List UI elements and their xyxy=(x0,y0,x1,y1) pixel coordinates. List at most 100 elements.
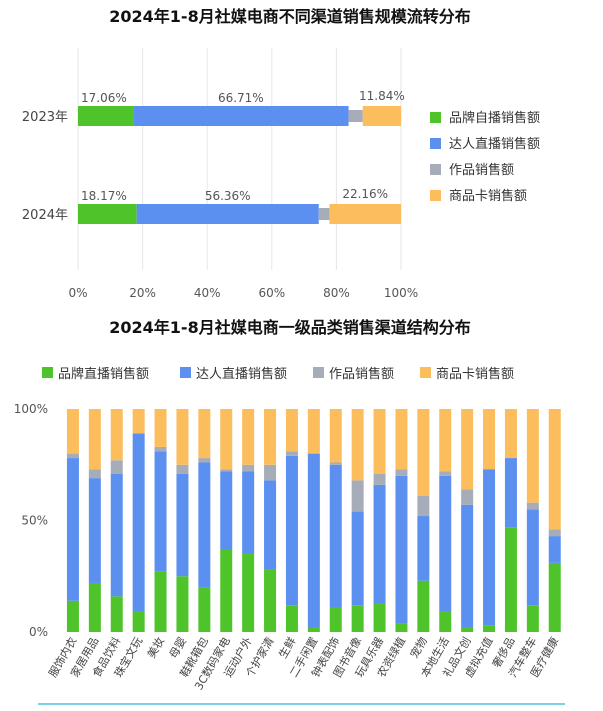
chart1-data-label: 56.36% xyxy=(205,189,251,203)
chart1-legend-swatch xyxy=(430,190,441,201)
chart1-legend-label: 达人直播销售额 xyxy=(449,136,540,152)
chart1-bar-segment xyxy=(329,204,401,224)
chart2-bar-segment xyxy=(483,469,496,626)
chart2-y-tick: 0% xyxy=(29,625,48,639)
chart2-legend-swatch xyxy=(180,367,191,378)
chart2-bar-segment xyxy=(176,409,189,465)
chart2-title: 2024年1-8月社媒电商一级品类销售渠道结构分布 xyxy=(109,318,470,337)
chart2-bar-segment xyxy=(548,409,561,530)
chart1-data-label: 11.84% xyxy=(359,89,405,103)
chart2-y-tick: 50% xyxy=(21,514,48,528)
chart1-x-tick: 100% xyxy=(384,286,418,300)
chart2-bar-segment xyxy=(176,473,189,577)
chart2-bar-segment xyxy=(88,409,101,470)
chart2-bar-segment xyxy=(220,471,233,550)
chart2-bar-segment xyxy=(373,409,386,474)
chart1-data-label: 66.71% xyxy=(218,91,264,105)
chart1-legend-swatch xyxy=(430,164,441,175)
chart2-category-label: 生鲜 xyxy=(275,635,298,661)
chart2-bar-segment xyxy=(176,464,189,474)
chart1-category-label: 2024年 xyxy=(22,208,68,223)
chart2-bar-segment xyxy=(373,603,386,632)
chart2-bar-segment xyxy=(198,587,211,632)
chart2-bar-segment xyxy=(395,469,408,476)
chart2-bar-segment xyxy=(307,453,320,628)
chart2-bar-segment xyxy=(264,409,277,465)
chart2-bar-segment xyxy=(395,475,408,624)
chart1-title: 2024年1-8月社媒电商不同渠道销售规模流转分布 xyxy=(109,7,470,26)
chart1-grid xyxy=(77,48,402,270)
chart1-data-label: 17.06% xyxy=(81,91,127,105)
chart2-bar-segment xyxy=(264,464,277,481)
chart2-bar-segment xyxy=(548,562,561,632)
chart2-bar-segment xyxy=(526,509,539,606)
chart2-bar-segment xyxy=(483,409,496,470)
chart2-bar-segment xyxy=(351,511,364,606)
chart2-legend-label: 品牌直播销售额 xyxy=(58,366,149,382)
chart2-bar-segment xyxy=(176,576,189,632)
chart2-bar-segment xyxy=(439,471,452,476)
chart1-legend-swatch xyxy=(430,112,441,123)
chart2-bar-segment xyxy=(351,480,364,512)
chart1-bar-segment xyxy=(318,208,330,220)
chart2-bar-segment xyxy=(329,462,342,465)
chart2-bar-segment xyxy=(307,627,320,632)
chart2-bar-segment xyxy=(198,409,211,459)
chart1-x-tick-labels: 0% 20% 40% 60% 80% 100% xyxy=(68,286,418,300)
chart2-category-label: 宠物 xyxy=(407,635,430,661)
chart2-bar-segment xyxy=(242,553,255,632)
chart2-bar-segment xyxy=(504,409,517,459)
chart2-bar-segment xyxy=(548,529,561,537)
chart2-bar-segment xyxy=(154,446,167,452)
chart2-bar-segment xyxy=(461,489,474,505)
chart1-x-tick: 80% xyxy=(323,286,350,300)
chart2-bar-segment xyxy=(264,480,277,570)
chart2-bar-segment xyxy=(504,458,517,528)
chart2-bar-segment xyxy=(504,527,517,632)
chart2-bar-segment xyxy=(548,536,561,563)
chart2-legend: 品牌直播销售额 达人直播销售额 作品销售额 商品卡销售额 xyxy=(42,366,514,382)
chart2-bar-segment xyxy=(132,433,145,612)
chart2-bar-segment xyxy=(220,469,233,472)
chart2-bar-segment xyxy=(526,502,539,510)
chart2-bar-segment xyxy=(88,582,101,632)
chart2-bar-segment xyxy=(242,464,255,472)
chart1-data-label: 22.16% xyxy=(342,187,388,201)
chart2-bar-segment xyxy=(483,625,496,632)
chart2-bar-segment xyxy=(439,611,452,632)
chart2-bar-segment xyxy=(110,596,123,632)
chart2-legend-swatch xyxy=(42,367,53,378)
chart2-bar-segment xyxy=(154,409,167,447)
chart2-bar-segment xyxy=(242,409,255,465)
chart1-data-label: 18.17% xyxy=(81,189,127,203)
chart2-bar-segment xyxy=(461,409,474,490)
chart2-legend-label: 达人直播销售额 xyxy=(196,366,287,382)
chart2-bar-segment xyxy=(285,409,298,452)
chart1-legend-label: 品牌自播销售额 xyxy=(449,110,540,126)
chart1-bar-segment xyxy=(133,106,349,126)
chart1-legend-label: 作品销售额 xyxy=(449,162,514,178)
chart1-data-labels: 17.06% 66.71% 11.84% 18.17% 56.36% 22.16% xyxy=(81,89,405,203)
chart2-bar-segment xyxy=(439,409,452,472)
chart2-bar-segment xyxy=(526,605,539,632)
chart1-legend-label: 商品卡销售额 xyxy=(449,188,527,204)
chart2-bar-segment xyxy=(66,600,79,632)
chart2-bar-segment xyxy=(461,627,474,632)
chart2-bar-segment xyxy=(329,464,342,608)
chart2-bar-segment xyxy=(417,409,430,496)
chart1-bar-segment xyxy=(78,106,134,126)
chart2-bars xyxy=(66,409,561,632)
chart2-y-tick-labels: 0% 50% 100% xyxy=(14,402,48,639)
chart2-category-label: 母婴 xyxy=(167,635,189,661)
chart2-bar-segment xyxy=(439,475,452,612)
chart1-x-tick: 60% xyxy=(258,286,285,300)
chart1-bar-segment xyxy=(78,204,137,224)
chart1-x-tick: 40% xyxy=(194,286,221,300)
chart2-legend-swatch xyxy=(313,367,324,378)
chart1-bar-segment xyxy=(362,106,401,126)
chart2-bar-segment xyxy=(373,484,386,604)
chart1-legend-swatch xyxy=(430,138,441,149)
chart2-bar-segment xyxy=(461,504,474,628)
